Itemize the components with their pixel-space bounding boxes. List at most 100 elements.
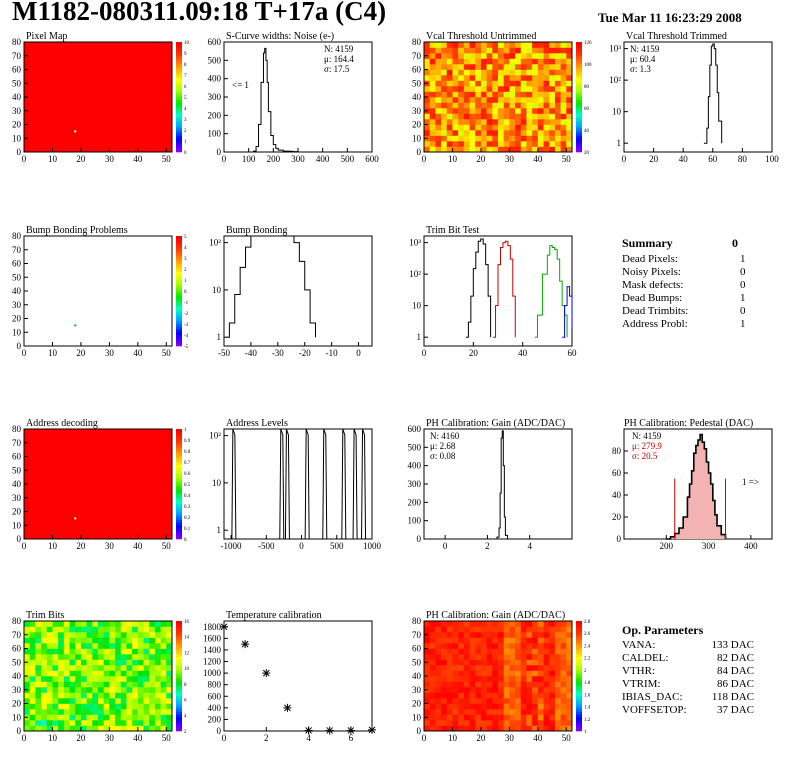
heatmap-cell: [166, 703, 173, 710]
heatmap-cell: [560, 80, 567, 87]
y-tick-label: 20: [412, 120, 422, 130]
heatmap-cell: [154, 725, 161, 732]
scatter-point: [262, 669, 271, 678]
heatmap-cell: [526, 659, 533, 666]
heatmap-cell: [154, 626, 161, 633]
heatmap-cell: [446, 80, 453, 87]
heatmap-cell: [154, 632, 161, 638]
heatmap-cell: [109, 665, 116, 671]
palette-tick-label: 1: [184, 140, 187, 145]
heatmap-cell: [149, 654, 156, 660]
heatmap-cell: [103, 709, 110, 715]
heatmap-cell: [120, 659, 127, 666]
heatmap-cell: [480, 75, 487, 81]
heatmap-cell: [126, 681, 133, 688]
heatmap-cell: [526, 124, 533, 131]
heatmap-cell: [98, 648, 104, 655]
summary-value-3: 1: [740, 292, 746, 304]
heatmap-cell: [458, 681, 465, 688]
heatmap-cell: [503, 676, 510, 682]
palette-cell: [176, 102, 182, 106]
heatmap-cell: [492, 659, 499, 666]
plot-frame: [423, 235, 573, 347]
x-tick-label: 400: [316, 154, 330, 164]
heatmap-cell: [520, 692, 527, 699]
palette-cell: [176, 678, 182, 682]
palette-cell: [176, 91, 182, 95]
heatmap-cell: [537, 108, 544, 114]
heatmap-cell: [166, 621, 173, 627]
heatmap-cell: [429, 86, 436, 92]
summary-header-value: 0: [732, 236, 738, 250]
heatmap-cell: [532, 676, 539, 682]
palette-cell: [176, 263, 182, 267]
palette-cell: [576, 108, 582, 112]
palette-cell: [176, 654, 182, 658]
palette-cell: [176, 343, 182, 347]
heatmap-cell: [458, 725, 465, 732]
heatmap-cell: [429, 146, 436, 153]
heatmap-cell: [446, 58, 453, 65]
heatmap-cell: [137, 714, 144, 721]
heatmap-cell: [429, 124, 436, 131]
x-tick-label: 50: [562, 154, 572, 164]
heatmap-cell: [475, 102, 482, 109]
y-tick-label: 50: [12, 272, 22, 282]
heatmap-cell: [429, 665, 436, 671]
heatmap-cell: [35, 681, 42, 688]
y-tick-label: 40: [12, 671, 22, 681]
palette-cell: [576, 670, 582, 674]
heatmap-cell: [509, 113, 516, 120]
heatmap-cell: [492, 69, 499, 76]
heatmap-cell: [41, 665, 48, 671]
heatmap-cell: [435, 720, 442, 726]
heatmap-cell: [515, 648, 522, 655]
heatmap-cell: [132, 720, 139, 726]
heatmap-cell: [424, 97, 430, 103]
heatmap-cell: [424, 703, 430, 710]
y-tick-label: 1200: [203, 657, 222, 667]
y-tick-label: 40: [12, 92, 22, 102]
heatmap-cell: [424, 643, 430, 649]
heatmap-cell: [92, 643, 99, 649]
heatmap-cell: [29, 654, 36, 660]
heatmap-cell: [69, 720, 76, 726]
palette-cell: [176, 61, 182, 65]
y-tick-label: 80: [412, 616, 422, 626]
palette-tick-label: -4: [184, 334, 189, 339]
heatmap-cell: [492, 670, 499, 677]
heatmap-cell: [429, 720, 436, 726]
heatmap-cell: [463, 146, 470, 153]
heatmap-cell: [503, 703, 510, 710]
heatmap-cell: [463, 97, 470, 103]
heatmap-cell: [115, 681, 122, 688]
heatmap-cell: [35, 698, 42, 704]
x-tick-label: 0: [622, 154, 627, 164]
palette-tick-label: 4: [184, 246, 187, 251]
heatmap-cell: [115, 643, 122, 649]
heatmap-cell: [515, 53, 522, 59]
heatmap-cell: [498, 648, 504, 655]
heatmap-cell: [463, 676, 470, 682]
heatmap-cell: [24, 670, 30, 677]
heatmap-cell: [503, 692, 510, 699]
y-tick-label: 0: [17, 147, 22, 157]
heatmap-cell: [166, 632, 173, 638]
heatmap-cell: [80, 698, 87, 704]
heatmap-cell: [58, 714, 65, 721]
heatmap-cell: [498, 113, 504, 120]
heatmap-cell: [492, 64, 499, 70]
palette-cell: [176, 247, 182, 251]
heatmap-cell: [486, 626, 493, 633]
heatmap-cell: [480, 64, 487, 70]
y-tick-label: 20: [12, 314, 22, 324]
heatmap-cell: [154, 648, 161, 655]
op-value-5: 37 DAC: [717, 704, 754, 716]
heatmap-cell: [132, 659, 139, 666]
heatmap-cell: [509, 97, 516, 103]
heatmap-cell: [560, 75, 567, 81]
heatmap-cell: [424, 113, 430, 120]
heatmap-cell: [429, 659, 436, 666]
heatmap-cell: [69, 654, 76, 660]
heatmap-cell: [441, 124, 448, 131]
